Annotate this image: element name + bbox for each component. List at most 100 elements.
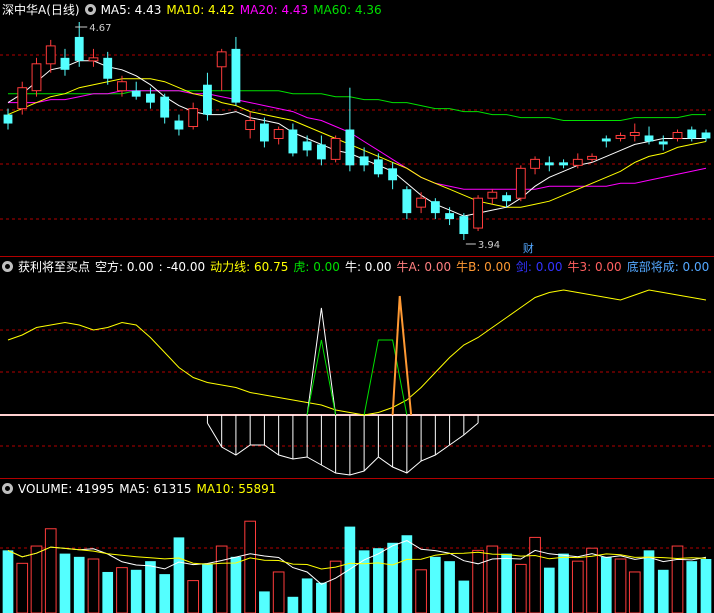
field-kongfang: 空方: 0.00 — [95, 260, 154, 274]
ma10-value: MA10: 4.42 — [166, 3, 235, 17]
volume-bar — [401, 535, 413, 613]
volume-bar — [59, 553, 71, 613]
volume-bar — [244, 520, 257, 613]
candle-body — [473, 197, 483, 229]
candle-body — [629, 131, 640, 136]
ma5-line — [7, 60, 706, 217]
price-panel-header: 深中华A(日线) MA5: 4.43 MA10: 4.42 MA20: 4.43 MA6… — [2, 2, 387, 19]
candle-body — [502, 195, 511, 202]
volume-bar — [387, 542, 398, 613]
volume-bar — [472, 549, 484, 613]
candle-body — [345, 129, 355, 166]
gear-icon[interactable] — [2, 261, 13, 272]
volume-bar — [2, 550, 14, 613]
field-bull-a: 牛A: 0.00 — [396, 260, 452, 274]
candle-body — [587, 155, 597, 160]
volume-bar — [287, 596, 299, 613]
candle-body — [388, 168, 398, 181]
volume-bar — [301, 578, 313, 613]
signal-spike-orange — [391, 295, 413, 416]
volume-bar — [700, 559, 712, 613]
ma20-value: MA20: 4.43 — [239, 3, 309, 17]
candle-body — [615, 134, 626, 139]
candle-body — [146, 93, 155, 103]
panel-divider — [0, 256, 714, 257]
indicator-panel-header: 获利将至买点 空方: 0.00: -40.00 动力线: 60.75 虎: 0.00 牛… — [2, 259, 714, 276]
candle-body — [273, 129, 284, 139]
candle-body — [245, 120, 256, 131]
volume-bar — [373, 548, 384, 613]
volume-bar — [116, 567, 128, 613]
candle-body — [530, 158, 540, 169]
candle-body — [445, 213, 455, 220]
field-bull: 牛: 0.00 — [344, 260, 392, 274]
candle-body — [644, 135, 654, 142]
candle-body — [658, 141, 668, 145]
stock-title[interactable]: 深中华A(日线) — [2, 3, 80, 17]
volume-bar — [501, 553, 512, 613]
candle-body — [544, 162, 554, 166]
candle-body — [487, 191, 498, 199]
volume-bar — [458, 580, 470, 613]
signal-spike-white — [306, 307, 337, 416]
candle-body — [515, 167, 526, 199]
candle-body — [559, 162, 568, 166]
volume-panel-header: VOLUME: 41995 MA5: 61315 MA10: 55891 — [2, 481, 281, 498]
field-bull-b: 牛B: 0.00 — [456, 260, 511, 274]
power-line — [7, 289, 707, 416]
volume-bar — [173, 537, 185, 613]
volume-bar — [329, 560, 342, 613]
candle-body — [416, 197, 427, 208]
volume-bar — [415, 569, 427, 613]
volume-bar — [643, 550, 655, 613]
field-tiger: 虎: 0.00 — [293, 260, 340, 274]
volume-bar — [529, 536, 541, 613]
candle-body — [316, 144, 326, 160]
candle-body — [117, 81, 127, 92]
volume-bar — [628, 571, 641, 613]
volume-bar — [600, 556, 612, 613]
vol-ma10-value: MA10: 55891 — [196, 482, 277, 496]
candle-body — [672, 131, 683, 139]
volume-bar — [159, 574, 171, 613]
ma20-line — [8, 90, 707, 190]
volume-value: VOLUME: 41995 — [18, 482, 115, 496]
volume-bar — [657, 569, 669, 613]
volume-bar — [571, 560, 584, 613]
finance-marker: 财 — [523, 241, 534, 255]
candle-body — [188, 108, 199, 128]
candle-body — [288, 129, 298, 154]
candle-body — [572, 158, 583, 166]
ma10-line — [7, 78, 707, 208]
candle-body — [330, 137, 341, 160]
volume-bar — [486, 545, 499, 613]
candle-body — [31, 63, 42, 92]
indicator-title[interactable]: 获利将至买点 — [18, 260, 91, 274]
candle-body — [231, 48, 241, 103]
volume-bar — [215, 545, 228, 613]
candle-body — [45, 45, 56, 65]
volume-bar — [272, 571, 285, 613]
volume-bar — [145, 561, 156, 613]
volume-bar — [430, 556, 441, 613]
field-neg40: : -40.00 — [158, 260, 206, 274]
indicator-bar-envelope — [206, 422, 479, 476]
volume-bar — [16, 562, 29, 613]
candle-body — [373, 159, 383, 175]
gear-icon[interactable] — [2, 483, 13, 494]
volume-bar — [686, 561, 698, 613]
candle-body — [60, 57, 70, 70]
candle-body — [88, 57, 99, 62]
volume-bar — [73, 556, 85, 613]
candle-body — [17, 87, 28, 110]
gear-icon[interactable] — [84, 4, 96, 15]
volume-bar — [44, 528, 57, 613]
field-bull3: 牛3: 0.00 — [567, 260, 622, 274]
volume-bar — [358, 550, 370, 613]
panel-divider — [0, 478, 714, 479]
candle-body — [430, 201, 440, 214]
candle-body — [216, 51, 227, 68]
candle-body — [259, 123, 269, 142]
signal-spike-green — [306, 339, 337, 416]
